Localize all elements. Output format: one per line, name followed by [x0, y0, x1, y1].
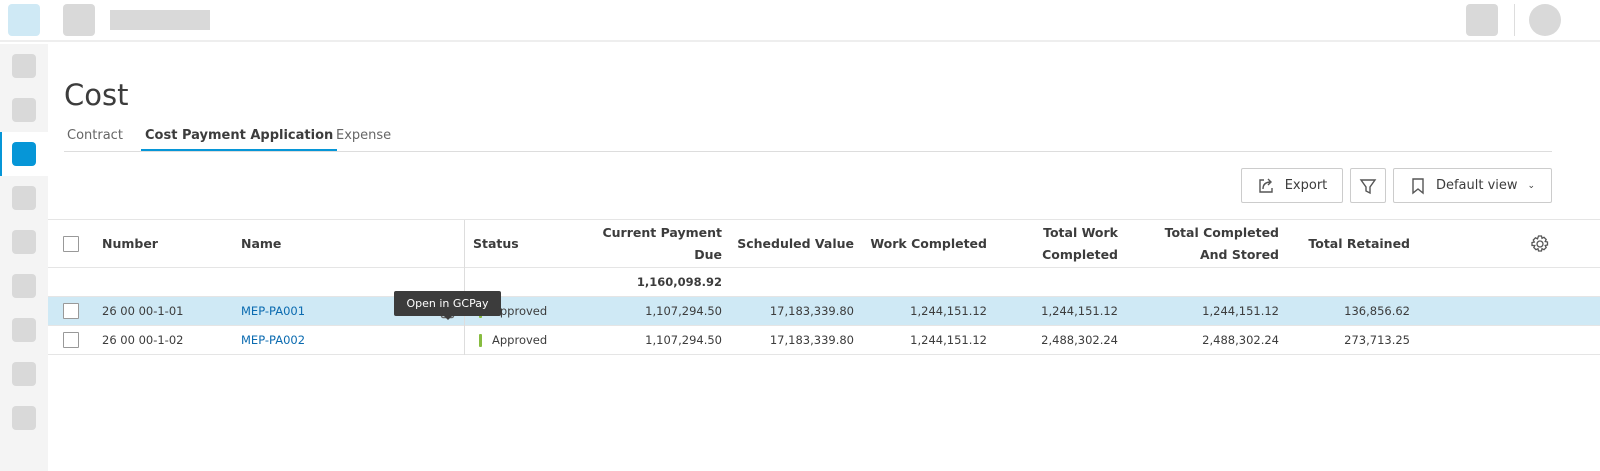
table-row[interactable]: 26 00 00-1-01 MEP-PA001 Approved 1,107,2… — [48, 297, 1600, 326]
sidebar-item-5[interactable] — [12, 230, 36, 254]
view-label: Default view — [1435, 178, 1518, 193]
tab-contract[interactable]: Contract — [67, 128, 123, 143]
header-scheduled-value[interactable]: Scheduled Value — [737, 235, 854, 251]
sidebar-item-1[interactable] — [12, 54, 36, 78]
sidebar-item-8[interactable] — [12, 362, 36, 386]
tab-cost-payment-application[interactable]: Cost Payment Application — [141, 128, 338, 151]
row-total-completed-stored: 1,244,151.12 — [1202, 304, 1279, 318]
header-current-payment-due[interactable]: Current Payment Due — [602, 224, 722, 262]
row-total-retained: 273,713.25 — [1344, 333, 1410, 347]
app-logo[interactable] — [8, 4, 40, 36]
header-total-work-completed[interactable]: Total Work Completed — [1042, 224, 1118, 262]
summary-row: 1,160,098.92 — [48, 268, 1600, 297]
header-total-retained[interactable]: Total Retained — [1308, 235, 1410, 251]
row-number: 26 00 00-1-01 — [102, 304, 184, 318]
column-settings-gear-icon[interactable] — [1530, 220, 1550, 267]
row-current-payment-due: 1,107,294.50 — [645, 333, 722, 347]
page-title: Cost — [64, 78, 129, 112]
row-scheduled-value: 17,183,339.80 — [769, 333, 854, 347]
row-checkbox[interactable] — [63, 303, 79, 319]
export-button[interactable]: Export — [1241, 168, 1343, 203]
help-icon[interactable] — [1466, 4, 1498, 36]
table-row[interactable]: 26 00 00-1-02 MEP-PA002 Approved 1,107,2… — [48, 326, 1600, 355]
filter-icon — [1359, 178, 1377, 194]
view-dropdown[interactable]: Default view ⌄ — [1393, 168, 1552, 203]
row-status: Approved — [492, 304, 548, 318]
row-checkbox[interactable] — [63, 332, 79, 348]
sidebar-item-9[interactable] — [12, 406, 36, 430]
status-indicator — [479, 333, 482, 347]
header-total-completed-stored[interactable]: Total Completed And Stored — [1164, 224, 1279, 262]
table-header: Number Name Status Current Payment Due S… — [48, 220, 1600, 268]
chevron-down-icon: ⌄ — [1527, 180, 1536, 191]
top-bar — [0, 0, 1600, 42]
sidebar — [0, 44, 48, 471]
row-status: Approved — [492, 333, 548, 347]
header-work-completed[interactable]: Work Completed — [870, 235, 987, 251]
sidebar-item-4[interactable] — [12, 186, 36, 210]
project-name-placeholder — [110, 10, 210, 30]
avatar[interactable] — [1529, 4, 1561, 36]
export-label: Export — [1284, 178, 1328, 193]
row-work-completed: 1,244,151.12 — [910, 304, 987, 318]
row-total-completed-stored: 2,488,302.24 — [1202, 333, 1279, 347]
header-name[interactable]: Name — [241, 235, 282, 251]
export-icon — [1259, 178, 1273, 193]
tab-bar: Contract Cost Payment Application Expens… — [64, 126, 1552, 152]
project-icon[interactable] — [63, 4, 95, 36]
sidebar-item-7[interactable] — [12, 318, 36, 342]
header-number[interactable]: Number — [102, 235, 158, 251]
row-number: 26 00 00-1-02 — [102, 333, 184, 347]
filter-button[interactable] — [1350, 168, 1386, 203]
tab-expense[interactable]: Expense — [336, 128, 392, 143]
tooltip: Open in GCPay — [394, 291, 501, 320]
payment-application-table: Number Name Status Current Payment Due S… — [48, 219, 1600, 355]
row-scheduled-value: 17,183,339.80 — [769, 304, 854, 318]
sidebar-item-cost[interactable] — [12, 142, 36, 166]
row-total-retained: 136,856.62 — [1344, 304, 1410, 318]
divider — [1514, 4, 1515, 36]
row-work-completed: 1,244,151.12 — [910, 333, 987, 347]
row-name-link[interactable]: MEP-PA001 — [241, 304, 306, 318]
sidebar-item-2[interactable] — [12, 98, 36, 122]
row-current-payment-due: 1,107,294.50 — [645, 304, 722, 318]
summary-current-payment-due: 1,160,098.92 — [636, 275, 722, 289]
row-name-link[interactable]: MEP-PA002 — [241, 333, 306, 347]
row-total-work-completed: 1,244,151.12 — [1041, 304, 1118, 318]
select-all-checkbox[interactable] — [63, 235, 79, 252]
bookmark-icon — [1412, 177, 1424, 194]
header-status[interactable]: Status — [473, 235, 519, 251]
sidebar-item-6[interactable] — [12, 274, 36, 298]
frozen-column-divider[interactable] — [464, 220, 465, 355]
row-total-work-completed: 2,488,302.24 — [1041, 333, 1118, 347]
